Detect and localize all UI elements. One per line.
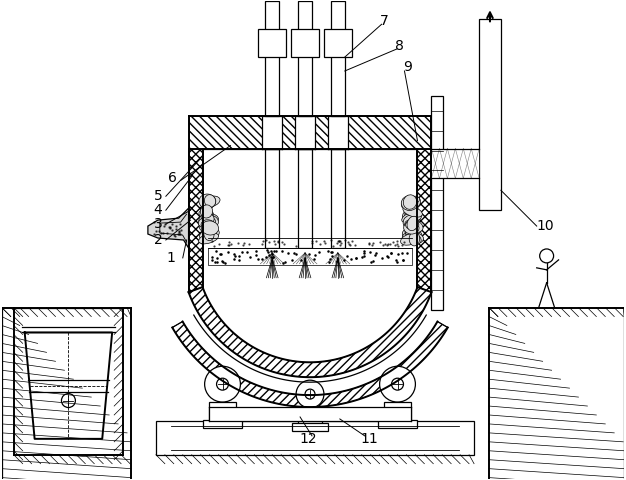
Circle shape: [305, 389, 315, 399]
Bar: [331, 148, 345, 248]
Ellipse shape: [403, 228, 418, 241]
Bar: [431, 148, 479, 179]
Text: 6: 6: [168, 171, 177, 185]
Circle shape: [391, 378, 404, 390]
Ellipse shape: [198, 233, 218, 244]
Ellipse shape: [403, 210, 417, 223]
Polygon shape: [148, 208, 188, 248]
Ellipse shape: [403, 216, 418, 229]
Ellipse shape: [404, 196, 419, 205]
Ellipse shape: [405, 209, 415, 223]
Ellipse shape: [401, 234, 419, 245]
Ellipse shape: [409, 232, 419, 246]
Bar: [298, 1, 312, 116]
Bar: [203, 420, 242, 428]
Bar: [291, 29, 319, 57]
Ellipse shape: [203, 196, 213, 211]
Polygon shape: [188, 116, 431, 148]
Ellipse shape: [403, 232, 424, 244]
Text: 12: 12: [299, 432, 317, 446]
Text: 3: 3: [153, 217, 162, 231]
Circle shape: [205, 366, 240, 402]
Ellipse shape: [202, 221, 218, 235]
Ellipse shape: [199, 209, 213, 218]
Ellipse shape: [407, 216, 418, 230]
Bar: [208, 248, 413, 265]
Bar: [265, 148, 279, 248]
Ellipse shape: [201, 212, 213, 221]
Ellipse shape: [202, 228, 219, 240]
Bar: [384, 402, 411, 420]
Ellipse shape: [406, 229, 422, 243]
Ellipse shape: [202, 225, 214, 237]
Ellipse shape: [200, 229, 217, 240]
Bar: [479, 19, 501, 210]
Ellipse shape: [200, 205, 213, 218]
Text: 8: 8: [395, 39, 404, 53]
Ellipse shape: [406, 226, 422, 235]
Ellipse shape: [199, 194, 216, 208]
Ellipse shape: [407, 234, 421, 245]
Ellipse shape: [405, 205, 419, 218]
Ellipse shape: [202, 220, 213, 231]
Bar: [208, 402, 237, 420]
Ellipse shape: [406, 220, 419, 229]
Ellipse shape: [204, 226, 213, 235]
Text: 5: 5: [153, 189, 162, 203]
Ellipse shape: [402, 212, 422, 224]
Ellipse shape: [202, 214, 214, 225]
Ellipse shape: [205, 195, 215, 207]
Ellipse shape: [204, 227, 214, 240]
Polygon shape: [172, 322, 448, 407]
Bar: [259, 29, 286, 57]
Bar: [377, 420, 418, 428]
Text: 10: 10: [537, 219, 555, 233]
Ellipse shape: [403, 195, 417, 209]
Text: 1: 1: [167, 251, 175, 265]
Ellipse shape: [401, 196, 421, 210]
Ellipse shape: [405, 226, 416, 237]
Text: 9: 9: [403, 60, 412, 74]
Circle shape: [379, 366, 416, 402]
Bar: [298, 148, 312, 248]
Circle shape: [296, 380, 324, 408]
Bar: [331, 1, 345, 116]
Ellipse shape: [199, 214, 213, 228]
Polygon shape: [188, 287, 431, 377]
Ellipse shape: [405, 220, 423, 232]
Bar: [298, 408, 322, 423]
Ellipse shape: [199, 223, 217, 234]
Bar: [324, 29, 352, 57]
Ellipse shape: [404, 222, 419, 234]
Bar: [431, 96, 443, 310]
Ellipse shape: [202, 215, 218, 228]
Bar: [292, 423, 328, 431]
Text: 11: 11: [361, 432, 379, 446]
Ellipse shape: [401, 196, 418, 211]
Bar: [208, 407, 411, 421]
Polygon shape: [188, 148, 203, 292]
Bar: [265, 1, 279, 116]
Ellipse shape: [198, 216, 215, 228]
Ellipse shape: [202, 214, 218, 224]
Ellipse shape: [201, 196, 220, 207]
Ellipse shape: [403, 206, 423, 217]
Ellipse shape: [201, 220, 216, 232]
Circle shape: [217, 378, 228, 390]
Polygon shape: [418, 148, 431, 292]
Text: 2: 2: [153, 233, 162, 247]
Bar: [156, 421, 474, 455]
Text: 4: 4: [153, 203, 162, 217]
Text: 7: 7: [380, 14, 389, 28]
